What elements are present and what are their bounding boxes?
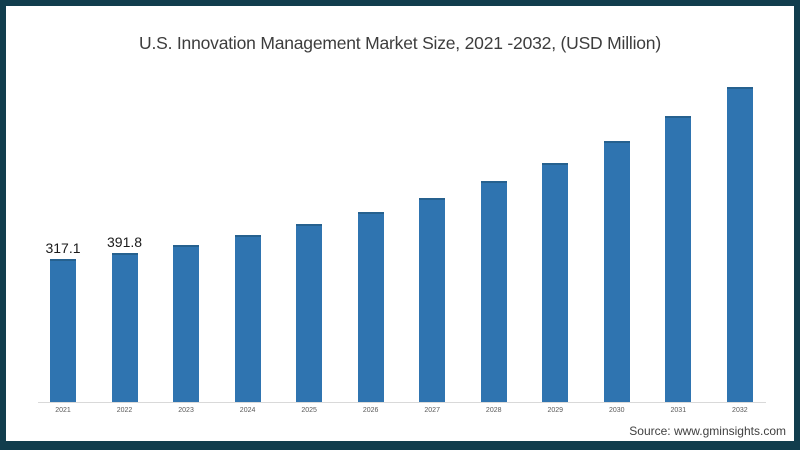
- x-tick-2024: 2024: [239, 407, 256, 414]
- x-tick-2023: 2023: [178, 407, 194, 414]
- value-label-2021: 317.1: [45, 240, 81, 256]
- bar-column-2021: 317.1 2021: [45, 240, 80, 414]
- bar-column-2023: 2023: [173, 245, 200, 414]
- bar-column-2026: 2026: [357, 212, 384, 414]
- x-tick-2032: 2032: [732, 407, 748, 414]
- bar-column-2024: 2024: [234, 235, 261, 414]
- bar-2032: [726, 87, 753, 402]
- bar-2027: [419, 198, 446, 402]
- x-tick-2026: 2026: [362, 407, 379, 414]
- x-axis-line: [38, 402, 766, 403]
- x-tick-2027: 2027: [424, 407, 440, 414]
- x-tick-2022: 2022: [116, 407, 133, 414]
- bar-2021: [50, 259, 76, 402]
- bar-2030: [603, 141, 630, 402]
- bar-2028: [480, 181, 507, 402]
- bar-2029: [542, 163, 569, 402]
- source-attribution: Source: www.gminsights.com: [629, 424, 786, 438]
- bar-2024: [234, 235, 261, 402]
- bar-column-2027: 2027: [419, 198, 446, 414]
- bar-2023: [173, 245, 200, 402]
- x-tick-2028: 2028: [485, 407, 502, 414]
- bar-column-2022: 391.8 2022: [107, 234, 142, 414]
- chart-canvas: U.S. Innovation Management Market Size, …: [6, 6, 794, 441]
- x-tick-2021: 2021: [55, 407, 71, 414]
- bar-2026: [357, 212, 384, 402]
- value-label-2022: 391.8: [107, 234, 143, 250]
- x-tick-2030: 2030: [608, 407, 625, 414]
- x-tick-2031: 2031: [670, 407, 687, 414]
- bar-2022: [111, 253, 138, 402]
- x-tick-2029: 2029: [547, 407, 564, 414]
- bar-column-2030: 2030: [603, 141, 630, 414]
- bar-group: 317.1 2021 391.8 2022 2023 2024 2025 2026 2027 20…: [45, 80, 753, 414]
- bar-column-2028: 2028: [480, 181, 507, 414]
- bar-column-2032: 2032: [726, 87, 753, 414]
- bar-column-2029: 2029: [542, 163, 569, 414]
- bar-2031: [665, 116, 692, 402]
- bar-column-2025: 2025: [296, 224, 323, 414]
- x-tick-2025: 2025: [301, 407, 317, 414]
- bar-2025: [296, 224, 323, 402]
- chart-title: U.S. Innovation Management Market Size, …: [139, 33, 661, 53]
- bar-column-2031: 2031: [665, 116, 692, 414]
